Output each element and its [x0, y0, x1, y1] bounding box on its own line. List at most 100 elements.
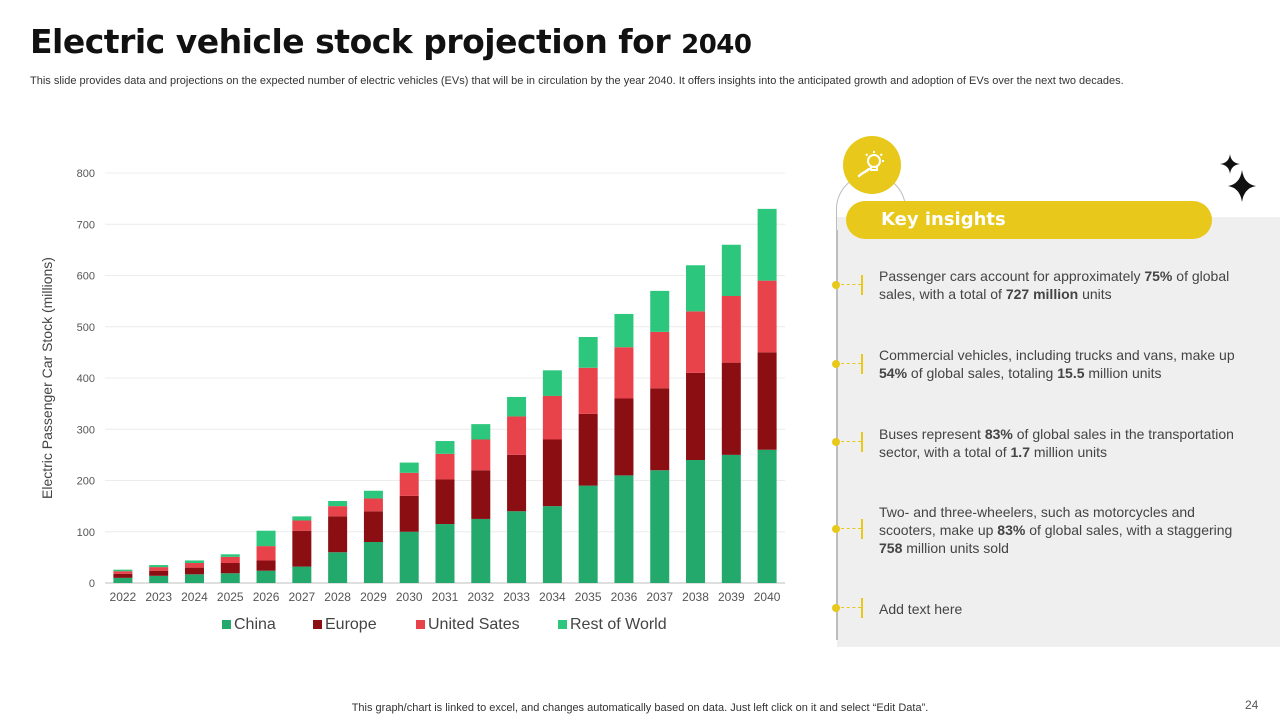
- bar-rest-of-world: [614, 313, 634, 348]
- bar-rest-of-world: [757, 208, 777, 281]
- insight-text: of global sales, with a staggering: [1025, 522, 1233, 538]
- footer-note: This graph/chart is linked to excel, and…: [351, 702, 929, 714]
- bar-china: [399, 531, 419, 583]
- bar-europe: [686, 372, 706, 460]
- lightbulb-icon: [843, 136, 901, 194]
- legend-swatch: [558, 620, 567, 629]
- title-text: Electric vehicle stock projection for: [30, 22, 671, 61]
- insight-text: million units sold: [902, 540, 1009, 556]
- legend-label: Europe: [325, 616, 377, 633]
- timeline-line: [836, 230, 838, 640]
- insight-text: Buses represent: [879, 426, 985, 442]
- bar-united-sates: [614, 347, 634, 399]
- insight-marker: [832, 598, 866, 618]
- x-tick-label: 2039: [718, 590, 745, 604]
- bar-china: [113, 577, 133, 583]
- insight-text: of global sales, totaling: [907, 365, 1058, 381]
- insight-marker: [832, 354, 866, 374]
- y-tick-label: 400: [77, 373, 95, 385]
- bar-europe: [184, 567, 204, 575]
- insight-highlight: 727 million: [1005, 286, 1079, 302]
- bar-europe: [292, 530, 312, 567]
- x-tick-label: 2032: [467, 590, 494, 604]
- bar-europe: [399, 495, 419, 532]
- bar-china: [471, 518, 491, 583]
- bar-china: [686, 460, 706, 583]
- insight-text: Passenger cars account for approximately: [879, 268, 1145, 284]
- bar-rest-of-world: [363, 490, 383, 499]
- bar-rest-of-world: [328, 501, 348, 507]
- x-tick-label: 2035: [575, 590, 602, 604]
- x-tick-label: 2030: [396, 590, 423, 604]
- bar-united-sates: [363, 498, 383, 512]
- bar-china: [721, 454, 741, 583]
- bar-europe: [149, 570, 169, 576]
- y-tick-label: 300: [77, 424, 95, 436]
- bar-united-sates: [292, 520, 312, 531]
- bar-europe: [471, 470, 491, 519]
- x-tick-label: 2037: [646, 590, 673, 604]
- y-tick-label: 600: [77, 271, 95, 283]
- insight-item: Buses represent 83% of global sales in t…: [879, 425, 1249, 461]
- bar-united-sates: [256, 546, 276, 561]
- insight-highlight: 54%: [879, 365, 908, 381]
- bar-united-sates: [686, 311, 706, 373]
- y-tick-label: 500: [77, 322, 95, 334]
- bar-united-sates: [149, 567, 169, 571]
- bar-europe: [578, 413, 598, 486]
- bar-rest-of-world: [220, 554, 240, 557]
- y-tick-label: 100: [77, 527, 95, 539]
- insight-text: million units: [1084, 365, 1162, 381]
- insight-text: Two- and three-wheelers, such as motorcy…: [879, 504, 1195, 538]
- bar-united-sates: [578, 367, 598, 414]
- bar-rest-of-world: [686, 265, 706, 312]
- insight-marker: [832, 432, 866, 452]
- bar-rest-of-world: [542, 370, 562, 396]
- bar-rest-of-world: [113, 569, 133, 572]
- x-tick-label: 2025: [217, 590, 244, 604]
- insight-marker: [832, 519, 866, 539]
- bar-europe: [363, 511, 383, 542]
- bar-united-sates: [399, 472, 419, 496]
- bar-europe: [256, 560, 276, 571]
- bar-china: [614, 475, 634, 583]
- bar-china: [578, 485, 598, 583]
- bar-united-sates: [328, 506, 348, 517]
- insight-highlight: 1.7: [1010, 444, 1030, 460]
- bar-europe: [328, 516, 348, 553]
- page-number: 24: [1245, 698, 1259, 712]
- bar-united-sates: [721, 296, 741, 363]
- insight-highlight: 83%: [997, 522, 1026, 538]
- insight-marker: [832, 275, 866, 295]
- x-tick-label: 2034: [539, 590, 566, 604]
- bar-united-sates: [220, 556, 240, 564]
- legend-label: United Sates: [428, 616, 520, 633]
- stacked-bar-chart: 0 100 200 300 400 500 600 700 800 Electric Passen…: [39, 168, 785, 633]
- bar-united-sates: [113, 571, 133, 574]
- bar-china: [542, 506, 562, 583]
- insight-highlight: 15.5: [1057, 365, 1085, 381]
- x-tick-label: 2028: [324, 590, 351, 604]
- insight-highlight: 75%: [1144, 268, 1173, 284]
- bar-china: [220, 573, 240, 583]
- bar-china: [363, 542, 383, 583]
- bar-china: [292, 566, 312, 583]
- sparkle-icon: [1220, 154, 1256, 202]
- x-tick-label: 2036: [611, 590, 638, 604]
- bar-united-sates: [542, 395, 562, 440]
- x-tick-label: 2027: [288, 590, 315, 604]
- key-insights-header: Key insights: [846, 201, 1212, 239]
- bar-rest-of-world: [578, 337, 598, 368]
- x-tick-label: 2026: [253, 590, 280, 604]
- insight-highlight: 758: [879, 540, 903, 556]
- bar-rest-of-world: [650, 290, 670, 332]
- bar-rest-of-world: [435, 441, 455, 454]
- page-title: Electric vehicle stock projection for 20…: [30, 22, 752, 61]
- x-tick-label: 2040: [754, 590, 781, 604]
- bar-europe: [721, 362, 741, 455]
- legend-swatch: [416, 620, 425, 629]
- insight-text: Add text here: [879, 601, 963, 617]
- bar-united-sates: [471, 439, 491, 471]
- y-tick-label: 0: [89, 578, 95, 590]
- insight-text: of global sales in the transportation se…: [879, 426, 1234, 460]
